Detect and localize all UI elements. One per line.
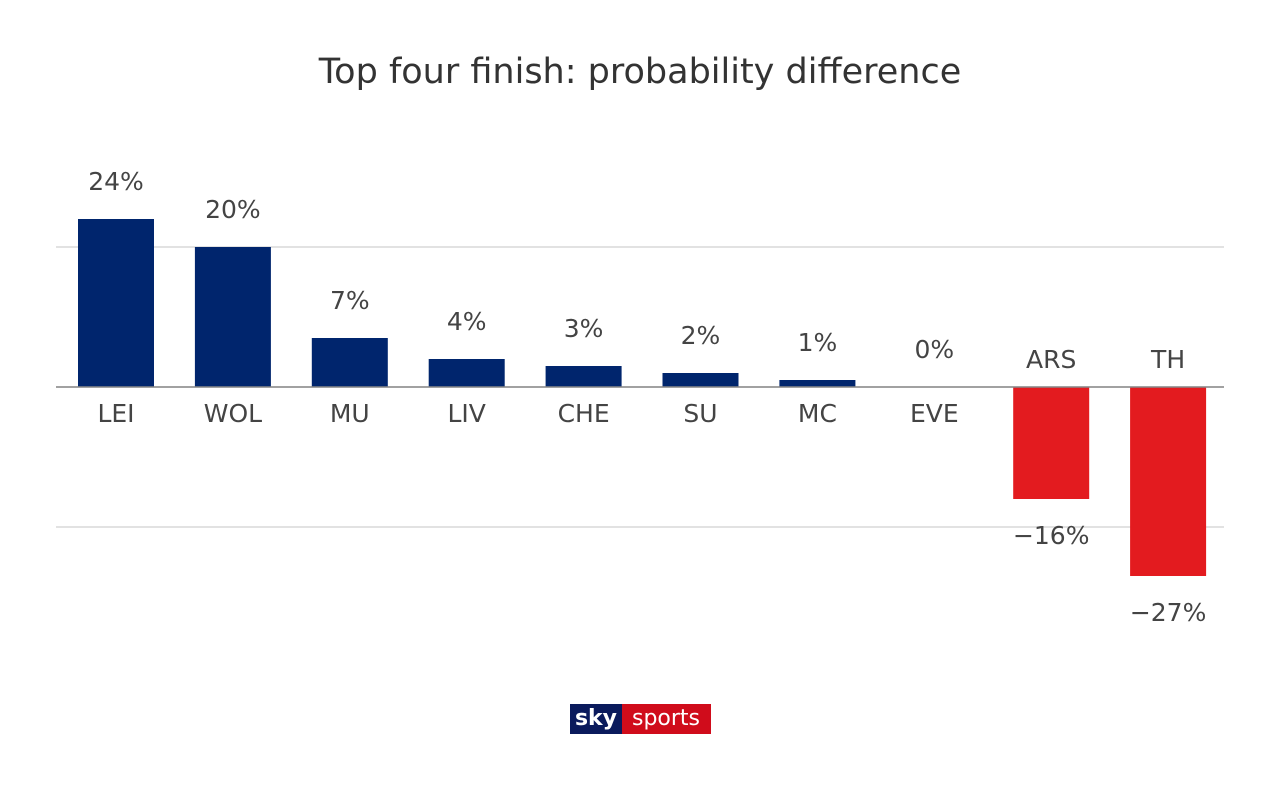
x-tick-label: EVE (910, 399, 959, 428)
x-tick-label: TH (1150, 345, 1185, 374)
x-tick-label: MC (798, 399, 837, 428)
logo: sky sports (570, 704, 711, 734)
bar (545, 366, 622, 387)
x-tick-label: CHE (558, 399, 610, 428)
value-label: 4% (447, 307, 487, 336)
bar (78, 219, 154, 387)
x-tick-label: ARS (1026, 345, 1076, 374)
bar (311, 338, 388, 387)
logo-sky-box (570, 704, 622, 734)
value-label: 3% (564, 314, 604, 343)
value-label: 20% (205, 195, 261, 224)
logo-sports: sports (632, 706, 700, 731)
x-tick-label: MU (330, 399, 370, 428)
value-label: 1% (798, 328, 838, 357)
x-tick-label: WOL (204, 399, 262, 428)
bar (428, 359, 505, 387)
logo-sky: sky (575, 706, 617, 731)
chart-title: Top four finish: probability difference (318, 52, 961, 92)
x-tick-label: SU (683, 399, 717, 428)
x-tick-label: LIV (447, 399, 485, 428)
bar (194, 247, 271, 387)
value-label: 0% (914, 335, 954, 364)
value-label: 2% (681, 321, 721, 350)
value-label: 7% (330, 286, 370, 315)
bar (1013, 387, 1090, 499)
value-label: 24% (88, 167, 144, 196)
value-label: −16% (1013, 521, 1090, 550)
x-tick-label: LEI (97, 399, 134, 428)
value-label: −27% (1130, 598, 1207, 627)
bar (662, 373, 739, 387)
bar (1130, 387, 1207, 576)
logo-sports-box (622, 704, 711, 734)
bar (779, 380, 856, 387)
